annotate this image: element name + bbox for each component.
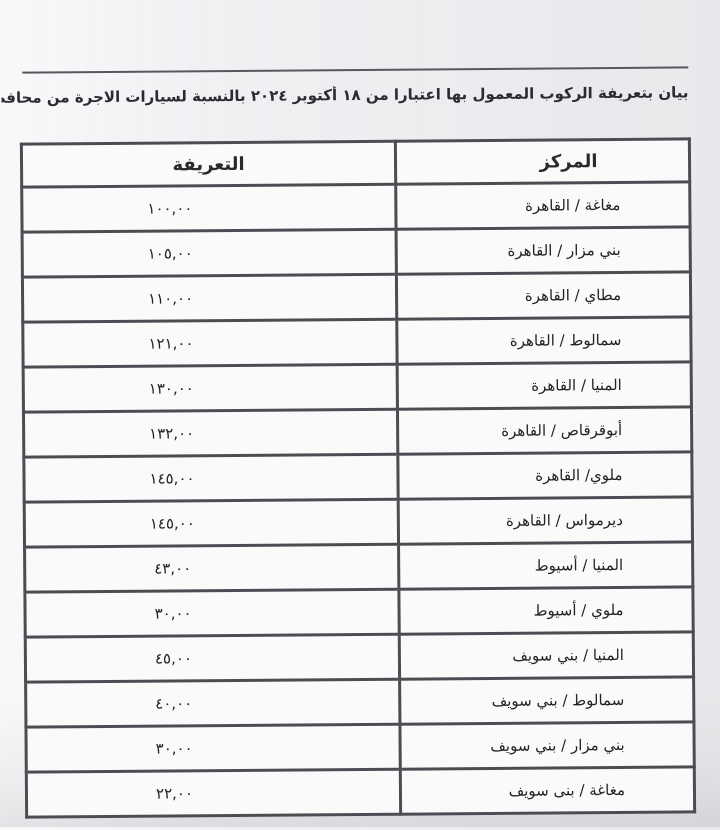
fare-value-cell: ١٣٢,٠٠ — [23, 409, 398, 458]
fare-row: المنيا / أسيوط ٤٣,٠٠ — [24, 541, 693, 593]
fare-row: سمالوط / بني سويف ٤٠,٠٠ — [25, 676, 694, 728]
route-cell: المنيا / بني سويف — [399, 631, 694, 680]
fare-value-cell: ١٠٥,٠٠ — [22, 229, 397, 278]
route-cell: ملوي / أسيوط — [398, 586, 694, 635]
fare-table-header: المركز التعريفة — [21, 138, 690, 188]
route-cell: مطاي / القاهرة — [396, 271, 691, 320]
fare-row: بني مزار / القاهرة ١٠٥,٠٠ — [22, 226, 691, 278]
route-cell: بني مزار / القاهرة — [396, 226, 691, 275]
route-cell: ملوي/ القاهرة — [397, 451, 693, 500]
document-title: بيان بتعريفة الركوب المعمول بها اعتبارا … — [1, 83, 689, 107]
route-cell: بني مزار / بني سويف — [399, 721, 695, 770]
fare-row: أبوقرقاص / القاهرة ١٣٢,٠٠ — [23, 406, 692, 458]
route-cell: أبوقرقاص / القاهرة — [397, 406, 692, 455]
fare-row: ديرمواس / القاهرة ١٤٥,٠٠ — [24, 496, 693, 548]
fare-row: المنيا / بني سويف ٤٥,٠٠ — [25, 631, 694, 683]
route-cell: سمالوط / القاهرة — [396, 316, 692, 365]
tariff-column-header: التعريفة — [21, 141, 396, 188]
fare-value-cell: ٢٢,٠٠ — [26, 769, 401, 818]
fare-row: المنيا / القاهرة ١٣٠,٠٠ — [23, 361, 692, 413]
fare-value-cell: ٣٠,٠٠ — [25, 724, 401, 773]
route-cell: سمالوط / بني سويف — [399, 676, 694, 725]
fare-row: مطاي / القاهرة ١١٠,٠٠ — [22, 271, 691, 323]
fare-row: ملوي / أسيوط ٣٠,٠٠ — [24, 586, 694, 638]
route-cell: مغاغة / بنى سويف — [400, 766, 695, 815]
route-cell: المنيا / القاهرة — [397, 361, 692, 410]
fare-row: مغاغة / القاهرة ١٠٠,٠٠ — [21, 181, 691, 233]
fare-value-cell: ١٤٥,٠٠ — [23, 454, 399, 503]
fare-row: ملوي/ القاهرة ١٤٥,٠٠ — [23, 451, 693, 503]
fare-value-cell: ١٠٠,٠٠ — [21, 184, 397, 233]
fare-value-cell: ١٣٠,٠٠ — [23, 364, 398, 413]
route-cell: ديرمواس / القاهرة — [398, 496, 693, 545]
fare-row: بني مزار / بني سويف ٣٠,٠٠ — [25, 721, 695, 773]
route-cell: مغاغة / القاهرة — [395, 181, 691, 230]
fare-value-cell: ٣٠,٠٠ — [24, 589, 400, 638]
fare-value-cell: ١٤٥,٠٠ — [24, 499, 399, 548]
fare-value-cell: ١١٠,٠٠ — [22, 274, 397, 323]
fare-table-body: مغاغة / القاهرة ١٠٠,٠٠ بني مزار / القاهرة ١… — [21, 181, 695, 818]
fare-row: سمالوط / القاهرة ١٢١,٠٠ — [22, 316, 692, 368]
fare-table: المركز التعريفة مغاغة / القاهرة ١٠٠,٠٠ بني… — [19, 137, 697, 819]
fare-value-cell: ٤٠,٠٠ — [25, 679, 400, 728]
center-column-header: المركز — [395, 138, 690, 185]
fare-value-cell: ١٢١,٠٠ — [22, 319, 398, 368]
header-row: المركز التعريفة — [21, 138, 690, 188]
route-cell: المنيا / أسيوط — [398, 541, 693, 590]
top-divider-line — [22, 66, 689, 74]
fare-row: مغاغة / بنى سويف ٢٢,٠٠ — [26, 766, 695, 818]
fare-value-cell: ٤٣,٠٠ — [24, 544, 399, 593]
fare-value-cell: ٤٥,٠٠ — [25, 634, 400, 683]
